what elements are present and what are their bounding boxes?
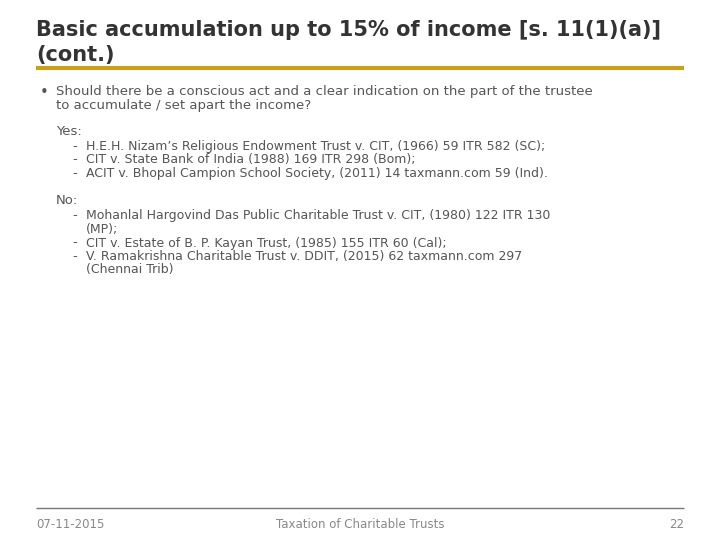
Text: -: - xyxy=(72,167,77,180)
Text: V. Ramakrishna Charitable Trust v. DDIT, (2015) 62 taxmann.com 297: V. Ramakrishna Charitable Trust v. DDIT,… xyxy=(86,250,522,263)
Text: ACIT v. Bhopal Campion School Society, (2011) 14 taxmann.com 59 (Ind).: ACIT v. Bhopal Campion School Society, (… xyxy=(86,167,548,180)
Text: 07-11-2015: 07-11-2015 xyxy=(36,518,104,531)
Text: (MP);: (MP); xyxy=(86,223,118,236)
Text: Basic accumulation up to 15% of income [s. 11(1)(a)]: Basic accumulation up to 15% of income [… xyxy=(36,20,661,40)
Text: 22: 22 xyxy=(669,518,684,531)
Text: (Chennai Trib): (Chennai Trib) xyxy=(86,264,174,276)
Text: CIT v. Estate of B. P. Kayan Trust, (1985) 155 ITR 60 (Cal);: CIT v. Estate of B. P. Kayan Trust, (198… xyxy=(86,237,446,249)
Text: No:: No: xyxy=(56,194,78,207)
Text: -: - xyxy=(72,237,77,249)
Text: -: - xyxy=(72,140,77,153)
Text: H.E.H. Nizam’s Religious Endowment Trust v. CIT, (1966) 59 ITR 582 (SC);: H.E.H. Nizam’s Religious Endowment Trust… xyxy=(86,140,545,153)
Text: Should there be a conscious act and a clear indication on the part of the truste: Should there be a conscious act and a cl… xyxy=(56,85,593,98)
Text: Taxation of Charitable Trusts: Taxation of Charitable Trusts xyxy=(276,518,444,531)
Text: (cont.): (cont.) xyxy=(36,45,114,65)
Text: -: - xyxy=(72,250,77,263)
Text: -: - xyxy=(72,210,77,222)
Text: CIT v. State Bank of India (1988) 169 ITR 298 (Bom);: CIT v. State Bank of India (1988) 169 IT… xyxy=(86,153,415,166)
Text: to accumulate / set apart the income?: to accumulate / set apart the income? xyxy=(56,99,311,112)
Text: Yes:: Yes: xyxy=(56,125,82,138)
Text: -: - xyxy=(72,153,77,166)
Text: Mohanlal Hargovind Das Public Charitable Trust v. CIT, (1980) 122 ITR 130: Mohanlal Hargovind Das Public Charitable… xyxy=(86,210,550,222)
Text: •: • xyxy=(40,85,49,100)
